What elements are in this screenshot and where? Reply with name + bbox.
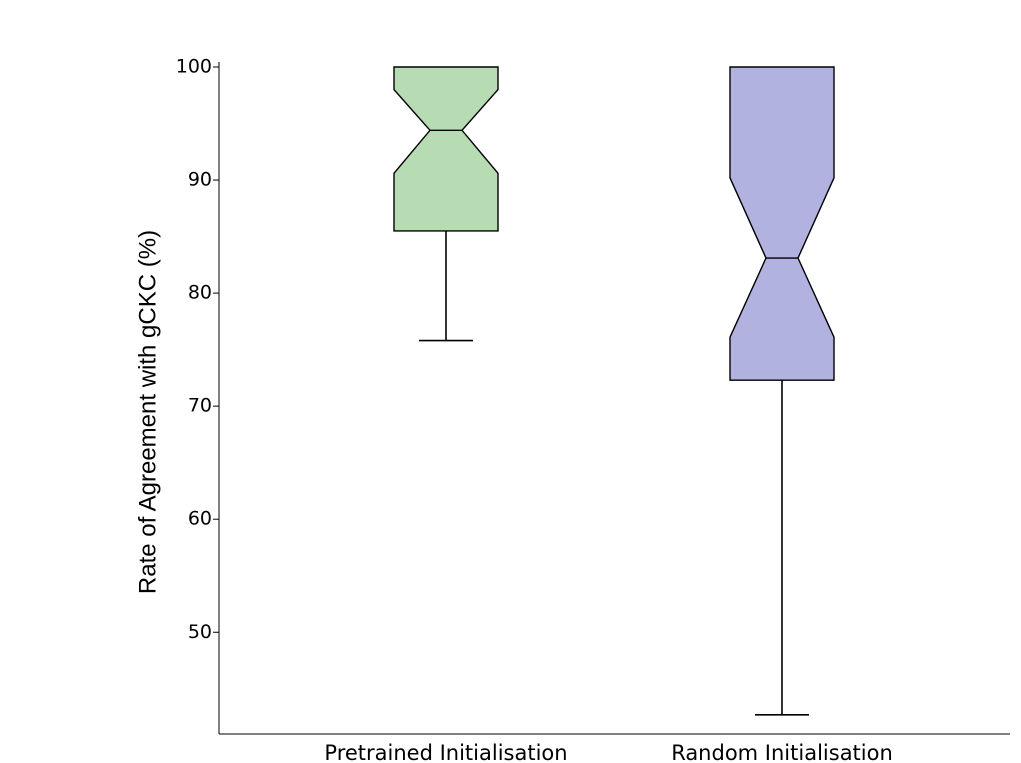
box-group — [393, 66, 499, 342]
y-ticks: 50 60 70 80 90 100 — [176, 56, 219, 643]
box-group — [729, 66, 835, 716]
x-category-labels: Pretrained Initialisation Random Initiali… — [324, 741, 892, 763]
notched-box — [729, 66, 835, 381]
x-category-label: Random Initialisation — [671, 741, 893, 763]
boxes-layer — [393, 66, 835, 716]
axes-layer — [218, 62, 1010, 735]
y-tick-label: 50 — [188, 621, 212, 643]
y-tick-label: 80 — [188, 282, 212, 304]
y-tick-label: 100 — [176, 56, 212, 78]
y-axis-title: Rate of Agreement with gCKC (%) — [134, 230, 161, 594]
notched-box — [393, 66, 499, 232]
y-tick-label: 60 — [188, 508, 212, 530]
y-tick-label: 70 — [188, 395, 212, 417]
y-tick-label: 90 — [188, 169, 212, 191]
x-category-label: Pretrained Initialisation — [324, 741, 567, 763]
